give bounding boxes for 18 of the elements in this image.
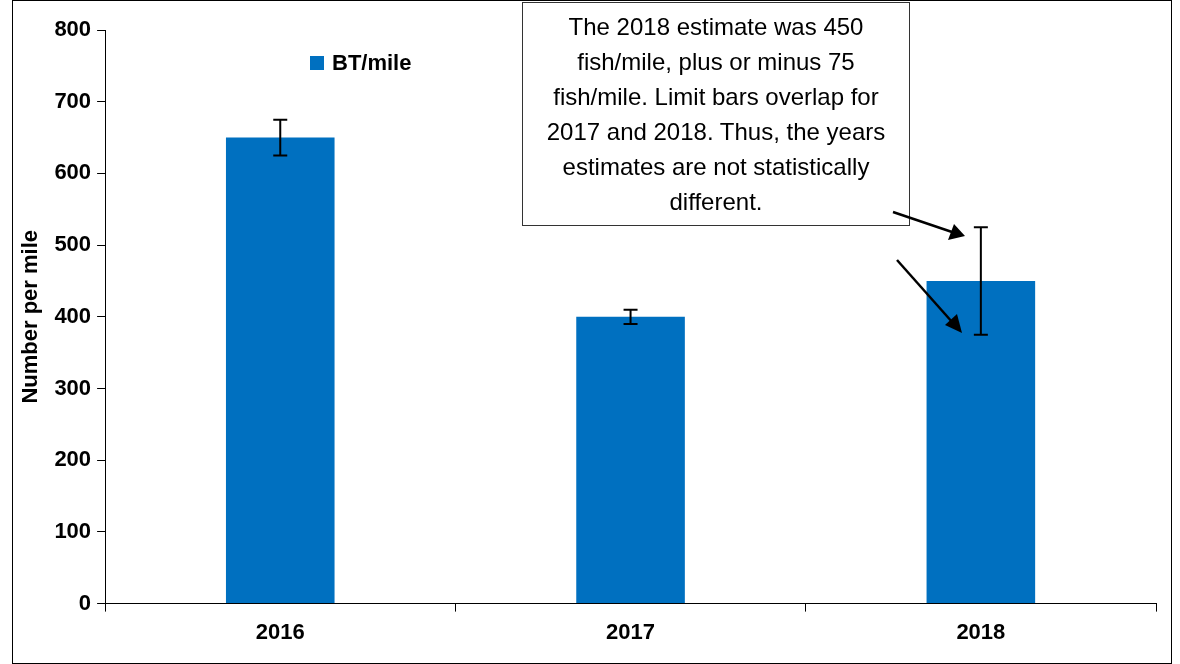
y-tick-label: 600: [54, 159, 92, 185]
y-tick-label: 500: [54, 231, 92, 257]
y-tick-label: 0: [78, 589, 92, 615]
x-tick-label: 2016: [255, 618, 305, 644]
x-tick-label: 2018: [956, 618, 1006, 644]
bar: [225, 137, 335, 604]
y-tick-label: 400: [54, 302, 92, 328]
y-tick-label: 300: [54, 374, 92, 400]
bar: [926, 280, 1036, 604]
legend-label: BT/mile: [332, 50, 412, 76]
y-tick-label: 200: [54, 446, 92, 472]
x-tick-label: 2017: [606, 618, 656, 644]
bar: [576, 316, 685, 604]
annotation: The 2018 estimate was 450 fish/mile, plus or minus 75 fish/mile. Limit bars overlap for 2017 and 2018. Thus, the years estimates are not statistically different.: [522, 2, 910, 226]
y-tick-label: 700: [54, 87, 92, 113]
y-tick-label: 100: [54, 517, 92, 543]
y-tick-label: 800: [54, 16, 92, 42]
y-axis-title: Number per mile: [17, 230, 43, 404]
